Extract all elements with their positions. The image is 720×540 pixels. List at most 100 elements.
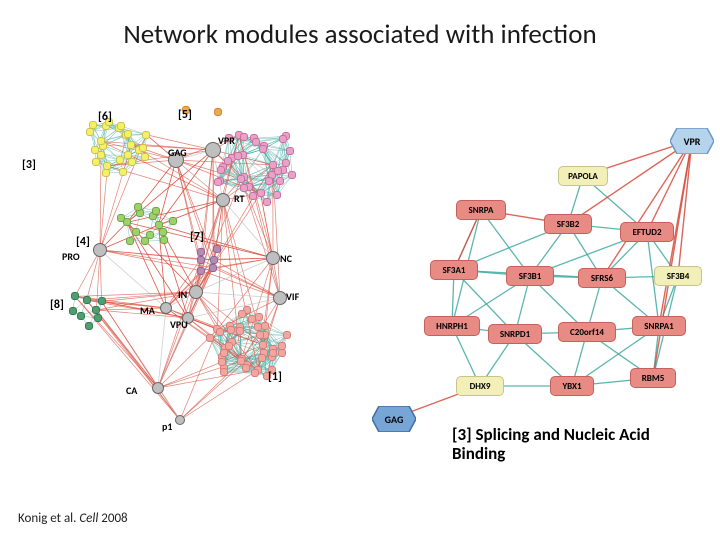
cluster-node: [282, 159, 290, 167]
cluster-node: [94, 314, 102, 322]
cluster-node: [213, 245, 221, 253]
hub-NC: [266, 251, 280, 265]
node-SNRPD1: SNRPD1: [488, 324, 542, 344]
cluster-node: [248, 315, 256, 323]
cluster-node: [152, 207, 160, 215]
cluster-node: [159, 228, 167, 236]
node-SF3A1: SF3A1: [430, 260, 478, 280]
node-GAG: GAG: [372, 406, 416, 432]
cluster-node: [269, 349, 277, 357]
cluster-node: [71, 292, 79, 300]
cluster-node: [91, 146, 99, 154]
cluster-node: [234, 152, 242, 160]
cluster-node: [276, 177, 284, 185]
cluster-node: [102, 169, 110, 177]
cluster-node: [278, 349, 286, 357]
cluster-node: [220, 368, 228, 376]
cluster-node: [92, 158, 100, 166]
node-EFTUD2: EFTUD2: [620, 222, 674, 242]
cluster-node: [169, 217, 177, 225]
cluster-node: [224, 157, 232, 165]
hub-RT: [216, 193, 230, 207]
citation: Konig et al. Cell 2008: [18, 511, 128, 526]
module-3-label: [3]: [22, 158, 36, 172]
cluster-node: [197, 267, 205, 275]
hub-p1-label: p1: [162, 420, 172, 433]
hub-ca-label: CA: [126, 384, 137, 397]
cluster-node: [259, 145, 267, 153]
cluster-node: [220, 349, 228, 357]
hub-MA: [160, 302, 172, 314]
cluster-node: [98, 297, 106, 305]
cluster-node: [142, 131, 150, 139]
node-C20orf14: C20orf14: [558, 322, 616, 342]
cluster-node: [206, 334, 214, 342]
node-SF3B4: SF3B4: [654, 266, 702, 286]
cluster-node: [218, 358, 226, 366]
module-3-title: [3] Splicing and Nucleic Acid Binding: [452, 426, 692, 463]
cluster-node: [77, 312, 85, 320]
node-VPR: VPR: [670, 128, 714, 154]
cluster-node: [225, 342, 233, 350]
cluster-node: [139, 144, 147, 152]
node-SFRS6: SFRS6: [578, 268, 626, 288]
cluster-node: [209, 264, 217, 272]
cluster-node: [273, 191, 281, 199]
cluster-node: [286, 147, 294, 155]
cluster-node: [210, 256, 218, 264]
module-8-label: [8]: [50, 298, 64, 312]
cluster-node: [97, 137, 105, 145]
node-SNRPA1: SNRPA1: [632, 316, 686, 336]
module-4-label: [4]: [76, 235, 90, 249]
cluster-node: [141, 237, 149, 245]
cluster-node: [83, 296, 91, 304]
module-6-label: [6]: [98, 110, 112, 124]
hub-gag-label: GAG: [168, 146, 187, 159]
cluster-node: [116, 156, 124, 164]
node-YBX1: YBX1: [550, 376, 594, 396]
right-network: VPRGAGPAPOLASNRPASF3B2EFTUD2SF3A1SF3B1SF…: [360, 108, 712, 448]
cluster-node: [283, 331, 291, 339]
cluster-node: [240, 133, 248, 141]
cluster-node: [236, 327, 244, 335]
svg-text:GAG: GAG: [385, 413, 404, 426]
node-DHX9: DHX9: [456, 376, 504, 396]
hub-VIF: [273, 291, 287, 305]
cluster-node: [197, 248, 205, 256]
hub-PRO: [93, 243, 107, 257]
hub-p1: [175, 415, 185, 425]
hub-nc-label: NC: [280, 252, 292, 265]
hub-pro-label: PRO: [62, 250, 80, 263]
cluster-node: [252, 138, 260, 146]
cluster-node: [263, 198, 271, 206]
cluster-node: [265, 177, 273, 185]
node-SF3B1: SF3B1: [506, 266, 554, 286]
cluster-node: [279, 135, 287, 143]
hub-vif-label: VIF: [286, 290, 299, 303]
cluster-node: [134, 203, 142, 211]
cluster-node: [197, 256, 205, 264]
cluster-node: [242, 364, 250, 372]
svg-text:VPR: VPR: [684, 135, 701, 148]
hub-CA: [152, 382, 164, 394]
hub-vpr-label: VPR: [218, 134, 235, 147]
hub-ma-label: MA: [140, 304, 155, 317]
module-1-label: [1]: [268, 370, 282, 384]
cluster-node: [69, 307, 77, 315]
hub-vpu-label: VPU: [170, 318, 188, 331]
cluster-node: [126, 237, 134, 245]
cluster-node: [117, 122, 125, 130]
page-title: Network modules associated with infectio…: [0, 18, 720, 51]
cluster-node: [217, 166, 225, 174]
cluster-node: [85, 322, 93, 330]
cluster-node: [160, 236, 168, 244]
cluster-node: [240, 184, 248, 192]
cluster-node: [259, 341, 267, 349]
cluster-node: [124, 130, 132, 138]
cluster-node: [216, 328, 224, 336]
node-SF3B2: SF3B2: [544, 214, 592, 234]
cluster-node: [237, 357, 245, 365]
module-7-label: [7]: [190, 230, 204, 244]
cluster-node: [274, 167, 282, 175]
hub-IN: [189, 285, 203, 299]
